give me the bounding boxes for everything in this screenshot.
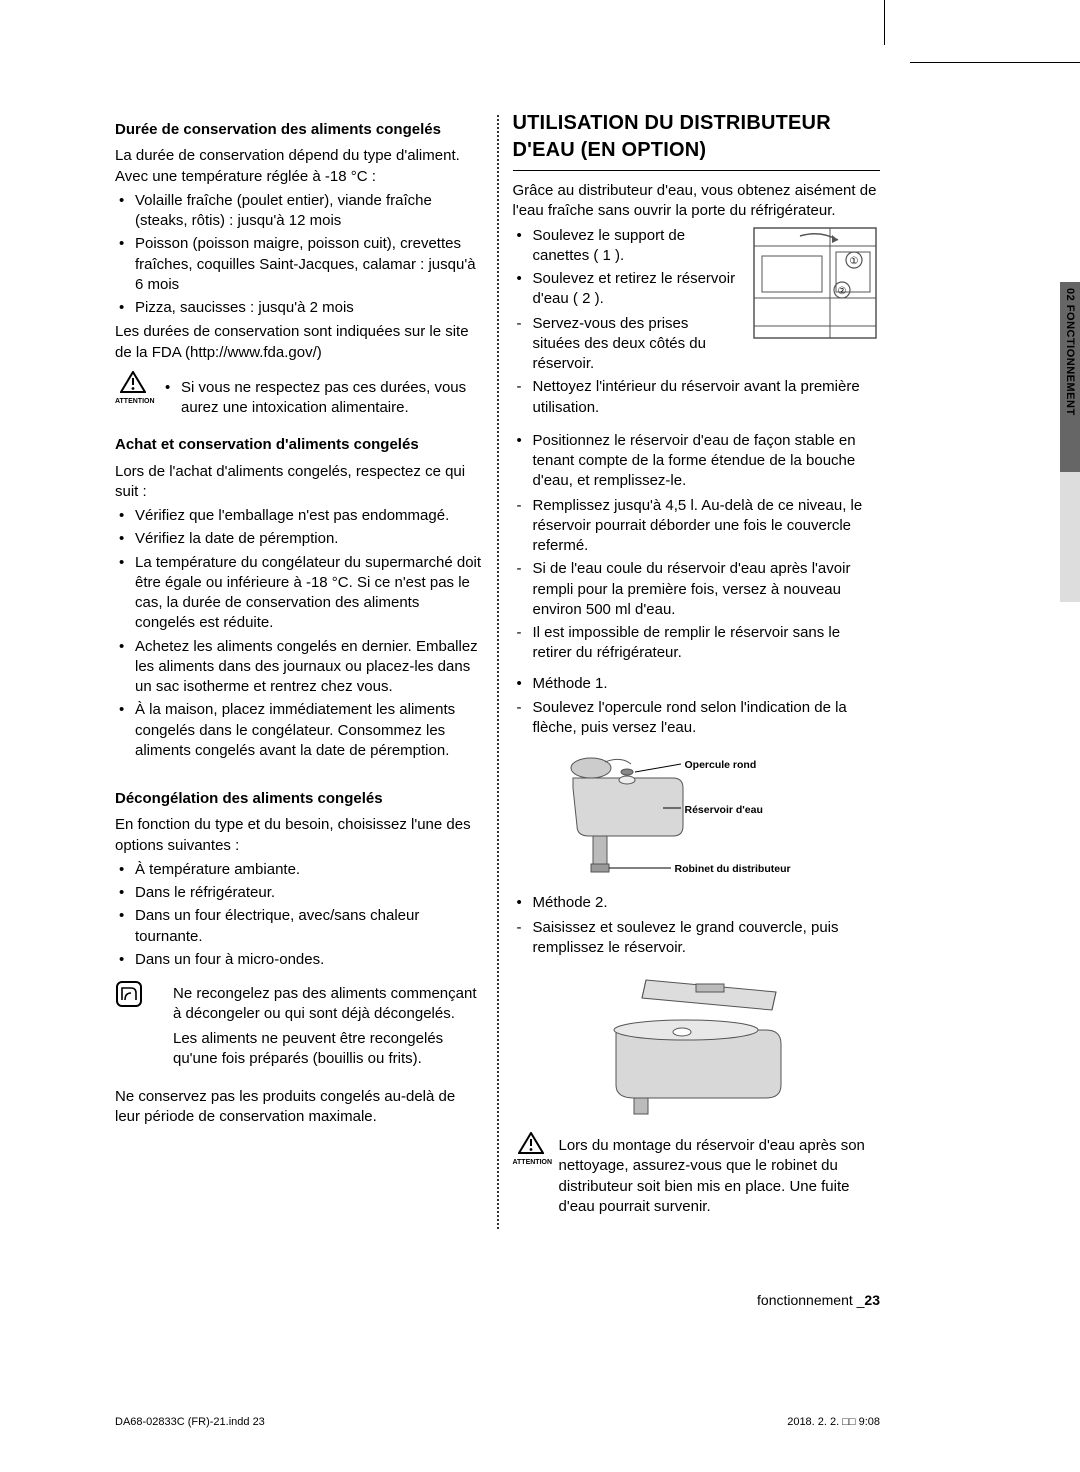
attention-text: Lors du montage du réservoir d'eau après…	[559, 1136, 881, 1217]
list-item: Soulevez le support de canettes ( 1 ).	[513, 226, 881, 267]
right-column: UTILISATION DU DISTRIBUTEUR D'EAU (EN OP…	[499, 110, 881, 1229]
list-item: Il est impossible de remplir le réservoi…	[513, 623, 881, 664]
page-footer: fonctionnement _23	[757, 1291, 880, 1310]
figure-label-reservoir: Réservoir d'eau	[685, 803, 763, 817]
method-1: Méthode 1.	[513, 674, 881, 694]
figure-reservoir-lid	[586, 970, 806, 1120]
print-footer-left: DA68-02833C (FR)-21.indd 23	[115, 1415, 265, 1430]
list-item: Soulevez et retirez le réservoir d'eau (…	[513, 269, 881, 310]
list-item: À la maison, placez immédiatement les al…	[115, 700, 483, 761]
note-icon	[115, 980, 143, 1014]
list-item: Vérifiez la date de péremption.	[115, 529, 483, 549]
list-item: Dans un four électrique, avec/sans chale…	[115, 906, 483, 947]
list-item: Positionnez le réservoir d'eau de façon …	[513, 431, 881, 492]
paragraph-max-period: Ne conservez pas les produits congelés a…	[115, 1087, 483, 1128]
left-column: Durée de conservation des aliments conge…	[115, 110, 497, 1229]
figure-reservoir-labeled: Opercule rond Réservoir d'eau Robinet du…	[553, 748, 813, 883]
attention-block: ATTENTION Si vous ne respectez pas ces d…	[115, 371, 483, 426]
method-2: Méthode 2.	[513, 893, 881, 913]
list-steps-dash: Servez-vous des prises situées des deux …	[513, 314, 881, 418]
paragraph-defrost-intro: En fonction du type et du besoin, choisi…	[115, 815, 483, 856]
list-item: Si de l'eau coule du réservoir d'eau apr…	[513, 559, 881, 620]
list-item: Vérifiez que l'emballage n'est pas endom…	[115, 506, 483, 526]
list-item: Soulevez l'opercule rond selon l'indicat…	[513, 698, 881, 739]
list-item: Servez-vous des prises situées des deux …	[513, 314, 881, 375]
list-item: Pizza, saucisses : jusqu'à 2 mois	[115, 298, 483, 318]
warning-icon: ATTENTION	[513, 1132, 549, 1169]
list-duration: Volaille fraîche (poulet entier), viande…	[115, 191, 483, 319]
list-item: Poisson (poisson maigre, poisson cuit), …	[115, 234, 483, 295]
print-footer-right: 2018. 2. 2. □□ 9:08	[787, 1415, 880, 1430]
page-number: 23	[864, 1292, 880, 1308]
attention-text: Si vous ne respectez pas ces durées, vou…	[161, 378, 483, 419]
paragraph-fda: Les durées de conservation sont indiquée…	[115, 322, 483, 363]
paragraph-purchase-intro: Lors de l'achat d'aliments congelés, res…	[115, 462, 483, 503]
list-item: Nettoyez l'intérieur du réservoir avant …	[513, 377, 881, 418]
list-item: Dans un four à micro-ondes.	[115, 950, 483, 970]
figure-label-opercule: Opercule rond	[685, 758, 757, 772]
heading-purchase: Achat et conservation d'aliments congelé…	[115, 435, 483, 455]
side-tab: 02 FONCTIONNEMENT	[1060, 282, 1080, 602]
side-tab-label: 02 FONCTIONNEMENT	[1062, 288, 1077, 416]
list-item: La température du congélateur du superma…	[115, 553, 483, 634]
list-item: Dans le réfrigérateur.	[115, 883, 483, 903]
heading-storage-duration: Durée de conservation des aliments conge…	[115, 120, 483, 140]
heading-water-dispenser: UTILISATION DU DISTRIBUTEUR D'EAU (EN OP…	[513, 110, 881, 164]
figure-label-robinet: Robinet du distributeur	[675, 862, 791, 876]
list-item: Achetez les aliments congelés en dernier…	[115, 637, 483, 698]
warning-icon: ATTENTION	[115, 371, 151, 408]
list-defrost: À température ambiante. Dans le réfrigér…	[115, 860, 483, 970]
paragraph-dispenser-intro: Grâce au distributeur d'eau, vous obtene…	[513, 181, 881, 222]
paragraph-duration-intro: La durée de conservation dépend du type …	[115, 146, 483, 187]
list-item: À température ambiante.	[115, 860, 483, 880]
heading-defrost: Décongélation des aliments congelés	[115, 789, 483, 809]
note-text-2: Les aliments ne peuvent être recongelés …	[173, 1029, 483, 1070]
list-item: Remplissez jusqu'à 4,5 l. Au-delà de ce …	[513, 496, 881, 557]
attention-block-2: ATTENTION Lors du montage du réservoir d…	[513, 1132, 881, 1221]
list-purchase: Vérifiez que l'emballage n'est pas endom…	[115, 506, 483, 761]
list-item: Saisissez et soulevez le grand couvercle…	[513, 918, 881, 959]
chapter-name: fonctionnement _	[757, 1292, 864, 1308]
print-footer: DA68-02833C (FR)-21.indd 23 2018. 2. 2. …	[115, 1415, 880, 1430]
note-text-1: Ne recongelez pas des aliments commençan…	[173, 984, 483, 1025]
note-block: Ne recongelez pas des aliments commençan…	[115, 980, 483, 1073]
list-item: Volaille fraîche (poulet entier), viande…	[115, 191, 483, 232]
